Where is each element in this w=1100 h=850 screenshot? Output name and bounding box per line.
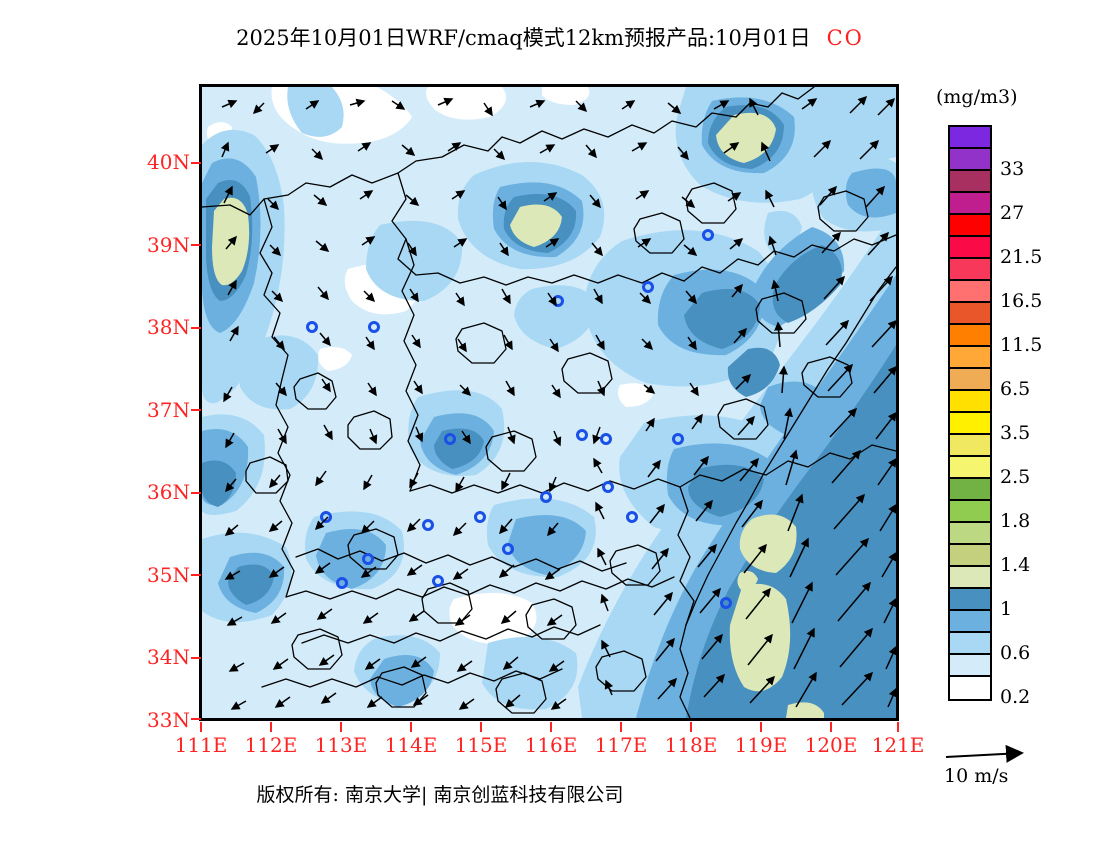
wind-scale-label: 10 m/s: [944, 765, 1009, 787]
colorbar-segment-15: [950, 457, 990, 479]
colorbar-label-8: 1.8: [1000, 510, 1031, 532]
colorbar-segment-13: [950, 413, 990, 435]
colorbar-segment-18: [950, 523, 990, 545]
page-title: 2025年10月01日WRF/cmaq模式12km预报产品:10月01日 CO: [0, 22, 1100, 52]
title-main-text: 2025年10月01日WRF/cmaq模式12km预报产品:10月01日: [236, 26, 811, 50]
colorbar-segment-25: [950, 677, 990, 699]
colorbar-segment-11: [950, 369, 990, 391]
y-tick-label: 39N: [147, 233, 190, 257]
x-tick-label: 116E: [524, 733, 578, 757]
colorbar-segment-8: [950, 303, 990, 325]
colorbar-segment-2: [950, 171, 990, 193]
x-tick-mark: [897, 722, 899, 732]
y-tick-mark: [191, 718, 201, 720]
x-tick-label: 115E: [454, 733, 508, 757]
y-tick-mark: [191, 492, 201, 494]
x-tick-mark: [480, 722, 482, 732]
x-tick-mark: [620, 722, 622, 732]
x-tick-mark: [690, 722, 692, 732]
wind-vectors: [220, 95, 896, 710]
map-container[interactable]: [191, 84, 899, 721]
colorbar-segment-1: [950, 149, 990, 171]
colorbar-segment-10: [950, 347, 990, 369]
colorbar-label-10: 1: [1000, 598, 1013, 620]
colorbar-label-3: 16.5: [1000, 290, 1043, 312]
y-tick-mark: [191, 162, 201, 164]
colorbar-swatches: [948, 125, 992, 701]
wind-scale-arrow: [945, 745, 1024, 763]
colorbar-segment-5: [950, 237, 990, 259]
x-tick-label: 120E: [804, 733, 858, 757]
colorbar-label-4: 11.5: [1000, 334, 1043, 356]
colorbar-label-11: 0.6: [1000, 642, 1031, 664]
city-markers: [306, 229, 732, 609]
x-tick-label: 113E: [314, 733, 368, 757]
colorbar-segment-16: [950, 479, 990, 501]
x-tick-mark: [760, 722, 762, 732]
colorbar-label-9: 1.4: [1000, 554, 1031, 576]
y-tick-mark: [191, 409, 201, 411]
x-tick-label: 121E: [871, 733, 925, 757]
colorbar-label-7: 2.5: [1000, 466, 1031, 488]
colorbar-segment-14: [950, 435, 990, 457]
x-tick-label: 117E: [594, 733, 648, 757]
colorbar-label-12: 0.2: [1000, 686, 1031, 708]
y-tick-label: 33N: [147, 708, 190, 732]
y-tick-mark: [191, 574, 201, 576]
x-tick-mark: [410, 722, 412, 732]
y-tick-label: 40N: [147, 150, 190, 174]
colorbar-label-2: 21.5: [1000, 246, 1043, 268]
colorbar-segment-20: [950, 567, 990, 589]
x-tick-label: 111E: [174, 733, 228, 757]
colorbar-segment-23: [950, 633, 990, 655]
x-tick-mark: [200, 722, 202, 732]
y-tick-mark: [191, 327, 201, 329]
x-tick-mark: [550, 722, 552, 732]
x-tick-label: 119E: [734, 733, 788, 757]
colorbar-segment-0: [950, 127, 990, 149]
co-concentration-map[interactable]: [202, 87, 896, 718]
colorbar-segment-22: [950, 611, 990, 633]
colorbar-segment-12: [950, 391, 990, 413]
colorbar-segment-17: [950, 501, 990, 523]
colorbar-label-5: 6.5: [1000, 378, 1031, 400]
y-tick-mark: [191, 657, 201, 659]
x-tick-label: 114E: [384, 733, 438, 757]
colorbar-segment-4: [950, 215, 990, 237]
colorbar-units-label: (mg/m3): [936, 86, 1018, 108]
colorbar-segment-3: [950, 193, 990, 215]
y-tick-label: 34N: [147, 645, 190, 669]
colorbar-label-0: 33: [1000, 158, 1025, 180]
x-tick-label: 118E: [664, 733, 718, 757]
colorbar-segment-19: [950, 545, 990, 567]
colorbar-segment-7: [950, 281, 990, 303]
y-tick-label: 35N: [147, 563, 190, 587]
y-tick-label: 36N: [147, 480, 190, 504]
title-species-text: CO: [826, 26, 864, 50]
colorbar-segment-24: [950, 655, 990, 677]
colorbar-label-1: 27: [1000, 202, 1025, 224]
administrative-boundaries: [202, 87, 896, 718]
x-tick-mark: [270, 722, 272, 732]
x-tick-label: 112E: [244, 733, 298, 757]
colorbar-segment-9: [950, 325, 990, 347]
copyright-footer: 版权所有: 南京大学| 南京创蓝科技有限公司: [256, 784, 624, 806]
y-tick-label: 38N: [147, 315, 190, 339]
x-tick-mark: [340, 722, 342, 732]
x-tick-mark: [830, 722, 832, 732]
y-tick-label: 37N: [147, 398, 190, 422]
colorbar-segment-21: [950, 589, 990, 611]
y-tick-mark: [191, 244, 201, 246]
colorbar-label-6: 3.5: [1000, 422, 1031, 444]
colorbar-segment-6: [950, 259, 990, 281]
